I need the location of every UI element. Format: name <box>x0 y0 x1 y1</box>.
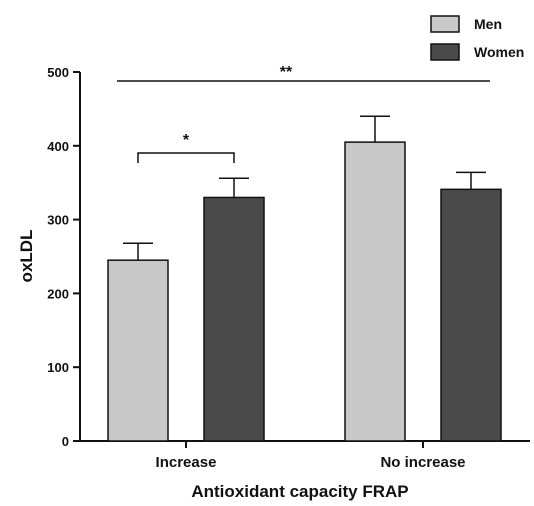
significance-annotations: *** <box>117 64 490 163</box>
x-tick-label: Increase <box>156 454 217 471</box>
bar <box>203 196 265 442</box>
legend: Men Women <box>430 15 524 61</box>
legend-swatch <box>430 43 460 61</box>
y-tick-label: 200 <box>47 286 69 301</box>
x-axis: Increase No increase <box>80 440 530 471</box>
x-tick-label: No increase <box>380 454 465 471</box>
y-tick-label: 0 <box>62 434 69 449</box>
legend-label: Men <box>474 16 502 32</box>
y-axis-title: oxLDL <box>17 230 36 283</box>
y-tick-label: 500 <box>47 65 69 80</box>
x-axis-title: Antioxidant capacity FRAP <box>191 482 408 501</box>
significance-bracket <box>137 152 235 163</box>
y-axis: 0 100 200 300 400 500 <box>47 65 81 449</box>
bar <box>107 259 169 442</box>
bars-group <box>107 115 502 442</box>
significance-label: * <box>183 132 190 149</box>
legend-swatch <box>430 15 460 33</box>
legend-label: Women <box>474 44 524 60</box>
bar <box>344 141 406 442</box>
y-tick-label: 300 <box>47 213 69 228</box>
y-tick-label: 400 <box>47 139 69 154</box>
significance-label: ** <box>280 64 293 81</box>
bar <box>440 188 502 442</box>
y-tick-label: 100 <box>47 360 69 375</box>
